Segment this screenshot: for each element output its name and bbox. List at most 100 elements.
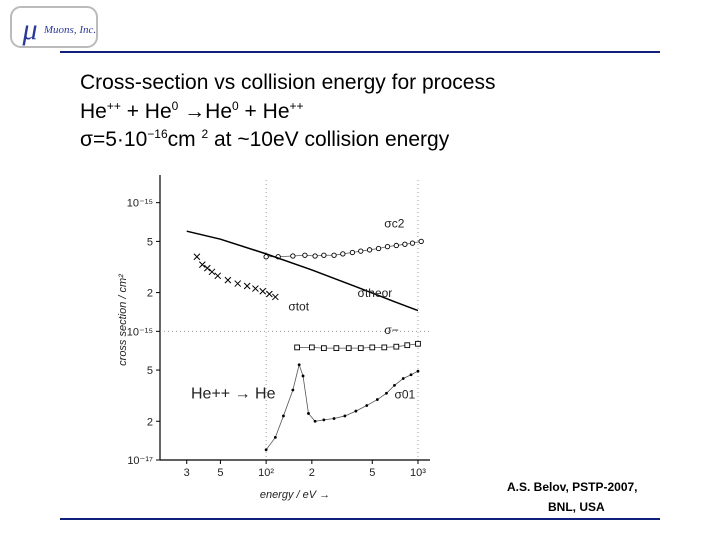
x-tick-label: 2 [309, 467, 315, 479]
point-sigma-c2 [331, 252, 337, 258]
point-sigma-tot [234, 280, 242, 287]
point-sigma-c2 [402, 241, 408, 247]
point-sigma-minus [294, 344, 300, 351]
point-sigma-01 [301, 374, 305, 378]
series-line-theor [186, 230, 419, 312]
series-label: σc2 [384, 217, 404, 231]
title-line-1: Cross-section vs collision energy for pr… [80, 71, 496, 94]
point-sigma-minus [308, 344, 315, 351]
point-sigma-01 [416, 369, 420, 373]
point-sigma-01 [297, 363, 301, 367]
point-sigma-01 [365, 404, 369, 407]
point-sigma-c2 [375, 245, 382, 252]
point-sigma-minus [381, 344, 388, 351]
y-tick-label: 10⁻¹⁵ [127, 198, 153, 210]
point-sigma-01 [343, 414, 347, 418]
point-sigma-c2 [321, 252, 327, 258]
point-sigma-minus [333, 345, 340, 352]
sigma-exponent: −16 [147, 127, 168, 141]
point-sigma-01 [385, 391, 388, 395]
x-tick-label: 10² [258, 467, 274, 479]
author-credit: A.S. Belov, PSTP-2007, [507, 480, 638, 494]
point-sigma-tot [271, 293, 279, 301]
point-sigma-c2 [384, 244, 391, 250]
point-sigma-tot [214, 272, 222, 280]
reaction-charge-4: ++ [289, 99, 304, 113]
y-tick-label: 2 [147, 416, 153, 428]
point-sigma-c2 [358, 248, 364, 254]
series-label: σ01 [394, 388, 415, 402]
point-sigma-c2 [340, 251, 346, 257]
series-label: σ− [384, 323, 398, 337]
series-label: σtot [288, 300, 309, 314]
point-sigma-minus [393, 343, 400, 350]
top-divider [60, 51, 660, 53]
point-sigma-01 [282, 414, 285, 418]
point-sigma-minus [345, 345, 352, 352]
bottom-divider [60, 518, 660, 520]
y-tick-label: 10⁻¹⁷ [127, 455, 153, 467]
point-sigma-01 [332, 417, 336, 420]
author-affiliation: BNL, USA [548, 500, 605, 514]
point-sigma-tot [208, 268, 216, 276]
point-sigma-minus [415, 340, 421, 347]
point-sigma-tot [203, 264, 211, 272]
x-tick-label: 5 [217, 467, 223, 479]
y-axis-label: cross section / cm² [117, 274, 129, 366]
reaction-charge-1: ++ [106, 99, 121, 113]
point-sigma-c2 [418, 238, 424, 245]
point-sigma-01 [322, 418, 326, 422]
sigma-unit-power: 2 [201, 127, 209, 141]
y-tick-label: 2 [147, 288, 153, 300]
point-sigma-01 [375, 398, 379, 401]
cross-section-chart: 10⁻¹⁵ 5 2 10⁻¹⁵ 5 2 10⁻¹⁷ 3 5 10² 2 5 10³ energy / eV… [117, 175, 430, 501]
logo-mu-symbol: μ [21, 13, 37, 46]
point-sigma-tot [224, 276, 232, 284]
point-sigma-minus [321, 345, 327, 352]
point-sigma-c2 [409, 240, 416, 246]
reaction-charge-2: 0 [171, 99, 179, 113]
point-sigma-tot [259, 287, 267, 295]
point-sigma-c2 [312, 253, 318, 259]
point-sigma-tot [198, 261, 206, 268]
reaction-he-2: + He [120, 100, 172, 123]
point-sigma-01 [409, 373, 413, 377]
point-sigma-01 [264, 448, 268, 452]
point-sigma-01 [307, 412, 310, 415]
logo-text: Muons, Inc. [43, 24, 96, 36]
reaction-he-4: + He [238, 100, 290, 123]
x-tick-label: 10³ [410, 467, 426, 479]
point-sigma-01 [313, 419, 317, 423]
y-tick-label: 5 [147, 365, 153, 377]
reaction-inset-label: He++ → He [191, 386, 276, 403]
point-sigma-tot [252, 285, 259, 292]
point-sigma-c2 [349, 249, 356, 256]
reaction-he-1: He [80, 100, 107, 123]
point-sigma-tot [265, 290, 273, 298]
sigma-value: σ=5·10 [80, 128, 148, 151]
point-sigma-minus [369, 344, 376, 351]
title-line-2: He++ + He0 →He0 + He++ [80, 99, 304, 124]
point-sigma-01 [354, 409, 358, 413]
point-sigma-tot [243, 282, 251, 290]
point-sigma-01 [401, 377, 405, 380]
y-tick-label: 10⁻¹⁵ [127, 326, 153, 338]
x-axis-label: energy / eV → [260, 489, 330, 501]
x-tick-label: 3 [184, 467, 190, 479]
point-sigma-tot [193, 253, 201, 261]
point-sigma-minus [404, 342, 411, 349]
reaction-charge-3: 0 [232, 99, 239, 113]
point-sigma-minus [357, 345, 364, 352]
point-sigma-c2 [366, 247, 373, 253]
point-sigma-01 [393, 383, 396, 387]
x-tick-label: 5 [369, 467, 375, 479]
point-sigma-01 [291, 388, 295, 392]
sigma-condition: at ~10eV collision energy [208, 128, 450, 151]
reaction-he-3: →He [178, 100, 233, 123]
series-connector [265, 363, 419, 451]
series-connector [297, 343, 419, 349]
title-line-3: σ=5·10−16cm 2 at ~10eV collision energy [80, 127, 449, 152]
muons-inc-logo: μ Muons, Inc. [10, 6, 98, 48]
y-tick-label: 5 [147, 236, 153, 248]
point-sigma-c2 [302, 252, 308, 258]
